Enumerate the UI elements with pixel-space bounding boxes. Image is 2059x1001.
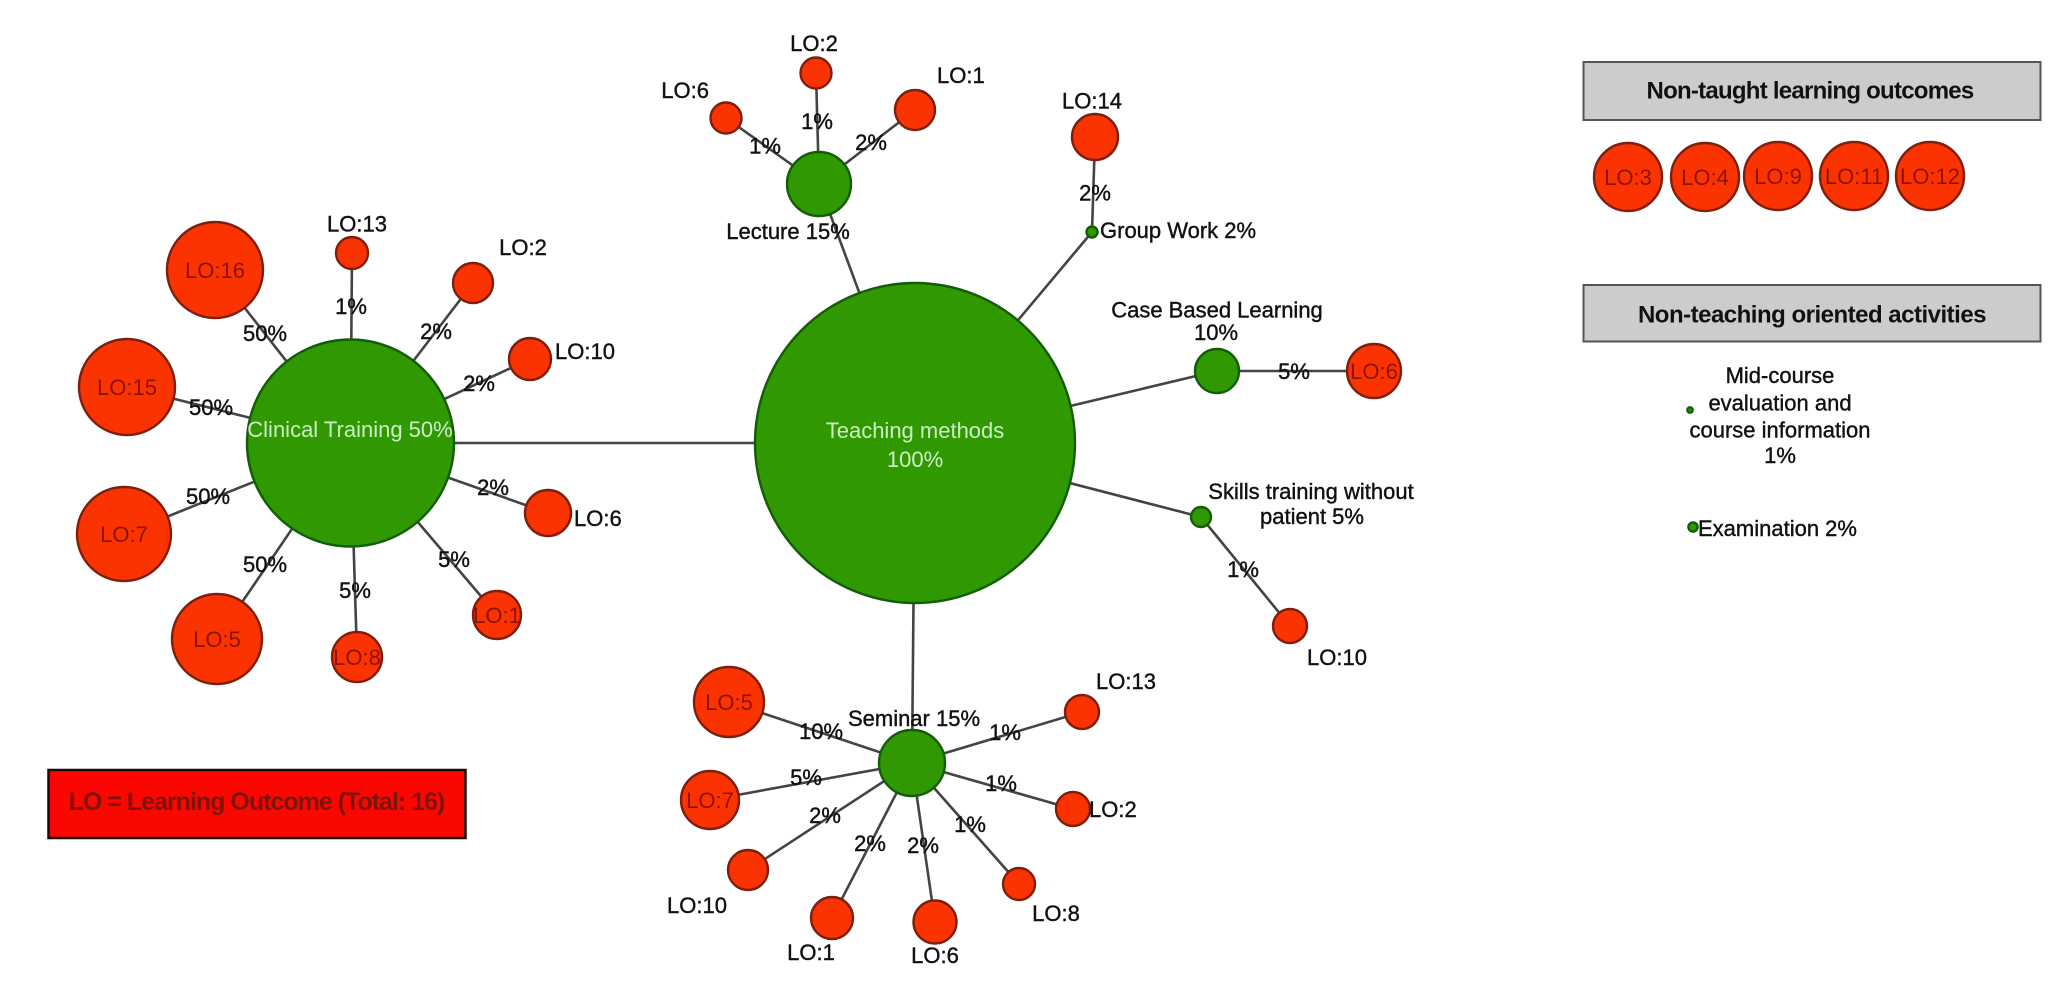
svg-text:1%: 1% bbox=[335, 294, 367, 319]
svg-text:LO:7: LO:7 bbox=[100, 522, 148, 547]
svg-text:1%: 1% bbox=[749, 134, 781, 159]
svg-text:50%: 50% bbox=[189, 395, 233, 420]
svg-text:Non-teaching oriented activiti: Non-teaching oriented activities bbox=[1638, 302, 1986, 329]
svg-text:LO:6: LO:6 bbox=[911, 943, 959, 968]
svg-text:LO:6: LO:6 bbox=[1350, 359, 1398, 384]
svg-text:2%: 2% bbox=[420, 319, 452, 344]
svg-text:1%: 1% bbox=[1227, 557, 1259, 582]
svg-text:Skills training without: Skills training without bbox=[1208, 479, 1413, 504]
svg-text:LO:8: LO:8 bbox=[333, 645, 381, 670]
svg-text:LO:16: LO:16 bbox=[185, 258, 245, 283]
svg-text:Lecture 15%: Lecture 15% bbox=[726, 219, 850, 244]
svg-text:LO:4: LO:4 bbox=[1681, 165, 1729, 190]
svg-text:50%: 50% bbox=[186, 484, 230, 509]
svg-text:LO:1: LO:1 bbox=[937, 63, 985, 88]
svg-text:LO:10: LO:10 bbox=[1307, 645, 1367, 670]
svg-text:Seminar 15%: Seminar 15% bbox=[848, 706, 980, 731]
svg-text:100%: 100% bbox=[887, 447, 943, 472]
svg-text:50%: 50% bbox=[243, 552, 287, 577]
svg-text:2%: 2% bbox=[477, 475, 509, 500]
svg-text:LO:13: LO:13 bbox=[327, 212, 387, 237]
svg-text:2%: 2% bbox=[809, 803, 841, 828]
svg-text:1%: 1% bbox=[1764, 443, 1796, 468]
svg-text:5%: 5% bbox=[1278, 359, 1310, 384]
svg-text:50%: 50% bbox=[243, 321, 287, 346]
svg-text:2%: 2% bbox=[1079, 181, 1111, 206]
svg-text:LO:9: LO:9 bbox=[1754, 164, 1802, 189]
svg-text:1%: 1% bbox=[989, 720, 1021, 745]
svg-text:Teaching methods: Teaching methods bbox=[826, 418, 1005, 443]
svg-text:10%: 10% bbox=[1194, 320, 1238, 345]
svg-text:Non-taught learning outcomes: Non-taught learning outcomes bbox=[1647, 78, 1974, 105]
svg-text:course information: course information bbox=[1690, 418, 1871, 443]
svg-text:LO:14: LO:14 bbox=[1062, 89, 1122, 114]
svg-text:LO:12: LO:12 bbox=[1900, 164, 1960, 189]
svg-text:LO:6: LO:6 bbox=[661, 78, 709, 103]
svg-text:LO:3: LO:3 bbox=[1604, 165, 1652, 190]
svg-text:LO:7: LO:7 bbox=[686, 788, 734, 813]
svg-text:2%: 2% bbox=[855, 130, 887, 155]
svg-text:LO:11: LO:11 bbox=[1825, 164, 1883, 189]
svg-text:5%: 5% bbox=[790, 765, 822, 790]
svg-text:LO:5: LO:5 bbox=[705, 690, 753, 715]
svg-text:LO:1: LO:1 bbox=[787, 940, 835, 965]
svg-text:patient 5%: patient 5% bbox=[1260, 504, 1364, 529]
svg-text:LO:2: LO:2 bbox=[790, 31, 838, 56]
svg-text:evaluation and: evaluation and bbox=[1708, 391, 1851, 416]
svg-text:LO:1: LO:1 bbox=[473, 603, 521, 628]
svg-text:1%: 1% bbox=[954, 812, 986, 837]
svg-text:LO:8: LO:8 bbox=[1032, 901, 1080, 926]
svg-text:2%: 2% bbox=[854, 831, 886, 856]
svg-text:LO:5: LO:5 bbox=[193, 627, 241, 652]
svg-text:1%: 1% bbox=[985, 771, 1017, 796]
svg-text:LO:10: LO:10 bbox=[667, 893, 727, 918]
svg-text:Group Work 2%: Group Work 2% bbox=[1100, 218, 1256, 243]
svg-text:LO:2: LO:2 bbox=[499, 235, 547, 260]
svg-text:Examination 2%: Examination 2% bbox=[1698, 516, 1857, 541]
svg-text:1%: 1% bbox=[801, 109, 833, 134]
svg-text:5%: 5% bbox=[438, 547, 470, 572]
svg-text:5%: 5% bbox=[339, 578, 371, 603]
svg-text:10%: 10% bbox=[799, 719, 843, 744]
svg-text:2%: 2% bbox=[907, 833, 939, 858]
svg-text:Mid-course: Mid-course bbox=[1726, 363, 1835, 388]
svg-text:LO:6: LO:6 bbox=[574, 506, 622, 531]
svg-text:LO:2: LO:2 bbox=[1089, 797, 1137, 822]
svg-text:LO = Learning Outcome (Total:: LO = Learning Outcome (Total: 16) bbox=[69, 788, 445, 816]
svg-text:2%: 2% bbox=[463, 371, 495, 396]
svg-text:LO:15: LO:15 bbox=[97, 375, 157, 400]
svg-text:Case Based Learning: Case Based Learning bbox=[1111, 298, 1323, 323]
svg-text:LO:13: LO:13 bbox=[1096, 669, 1156, 694]
svg-text:LO:10: LO:10 bbox=[555, 339, 615, 364]
svg-text:Clinical Training 50%: Clinical Training 50% bbox=[247, 417, 452, 442]
